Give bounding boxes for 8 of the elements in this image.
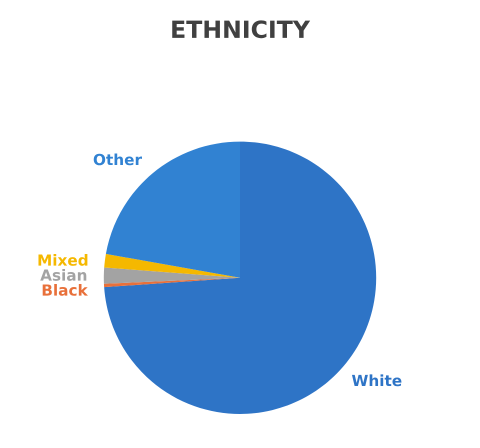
pie-slice <box>104 268 240 284</box>
slice-label: Black <box>42 284 88 296</box>
slice-label: White <box>352 374 402 386</box>
slice-label: Other <box>94 153 142 166</box>
slice-label: Mixed <box>38 254 88 266</box>
pie-slice <box>104 254 240 278</box>
slice-label: Asian <box>40 269 86 281</box>
chart-title: ETHNICITY <box>172 20 310 38</box>
